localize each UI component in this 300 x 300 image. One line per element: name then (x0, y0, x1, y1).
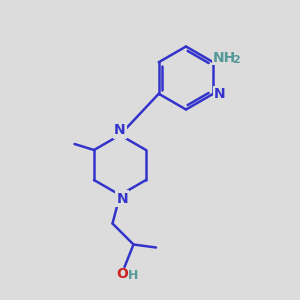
Text: O: O (116, 267, 128, 280)
Text: N: N (117, 192, 128, 206)
Text: N: N (214, 87, 226, 101)
Text: 2: 2 (232, 55, 240, 65)
Text: N: N (214, 87, 226, 101)
Text: NH: NH (213, 51, 236, 65)
Text: N: N (114, 124, 126, 137)
Text: H: H (128, 268, 138, 282)
